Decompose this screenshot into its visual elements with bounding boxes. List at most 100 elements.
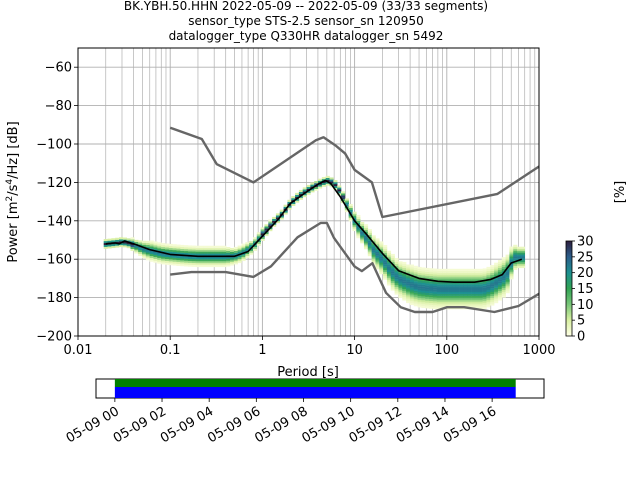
density-cell <box>153 254 158 257</box>
density-cell <box>367 234 372 238</box>
density-cell <box>467 297 472 300</box>
density-cell <box>195 257 200 260</box>
density-cell <box>180 258 185 261</box>
density-cell <box>440 270 445 273</box>
density-cell <box>390 269 395 272</box>
density-cell <box>467 305 472 308</box>
density-cell <box>375 259 380 262</box>
density-cell <box>520 258 526 261</box>
density-cell <box>402 277 407 280</box>
density-cell <box>474 299 480 302</box>
density-cell <box>394 257 399 261</box>
timeline-tick-label: 05-09 12 <box>347 404 405 446</box>
density-cell <box>199 253 204 256</box>
density-cell <box>432 268 437 271</box>
density-cell <box>379 268 384 271</box>
density-cell <box>291 198 296 201</box>
density-cell <box>459 268 464 271</box>
density-cell <box>199 247 204 250</box>
density-cell <box>214 261 219 264</box>
density-cell <box>237 249 242 252</box>
density-cell <box>517 262 522 265</box>
density-cell <box>451 282 457 285</box>
density-cell <box>425 269 430 272</box>
density-cell <box>187 256 193 260</box>
density-cell <box>367 240 372 243</box>
density-cell <box>478 295 483 298</box>
density-cell <box>341 193 346 196</box>
density-cell <box>291 203 296 206</box>
density-cell <box>180 256 185 259</box>
density-cell <box>429 268 434 271</box>
density-cell <box>375 244 380 247</box>
density-cell <box>467 286 472 289</box>
density-cell <box>482 299 487 302</box>
density-cell <box>341 191 346 194</box>
timeline-tick-label: 05-09 02 <box>111 404 169 446</box>
density-cell <box>138 244 143 247</box>
density-cell <box>455 291 460 294</box>
density-cell <box>494 297 499 300</box>
density-cell <box>180 264 185 267</box>
density-cell <box>394 290 399 293</box>
density-cell <box>256 236 261 239</box>
density-cell <box>386 269 392 273</box>
x-tick-label: 0.01 <box>64 343 93 358</box>
series-line-nlnm <box>170 221 540 314</box>
density-cell <box>436 284 441 287</box>
density-cell <box>444 297 449 300</box>
density-cell <box>409 281 415 284</box>
density-cell <box>145 240 150 243</box>
density-cell <box>497 281 503 284</box>
density-cell <box>180 248 185 251</box>
density-cell <box>421 301 426 305</box>
density-cell <box>360 229 365 232</box>
density-cell <box>180 246 185 249</box>
density-cell <box>486 282 491 285</box>
density-cell <box>329 177 334 180</box>
density-cell <box>409 301 415 304</box>
density-cell <box>486 293 491 296</box>
density-cell <box>490 265 495 268</box>
density-cell <box>130 239 135 242</box>
density-cell <box>191 249 196 252</box>
density-cell <box>375 242 380 245</box>
density-cell <box>482 304 487 307</box>
density-cell <box>486 299 491 302</box>
density-cell <box>145 258 150 261</box>
density-cell <box>379 270 384 273</box>
density-cell <box>490 266 495 270</box>
density-cell <box>149 246 154 249</box>
density-cell <box>471 282 476 285</box>
density-cell <box>356 216 361 220</box>
density-cell <box>111 245 116 249</box>
colorbar-tick-label: 20 <box>577 266 594 281</box>
density-cell <box>490 288 495 291</box>
title-line-3: datalogger_type Q330HR datalogger_sn 549… <box>169 29 444 43</box>
density-cell <box>348 207 353 210</box>
density-cell <box>218 249 223 252</box>
density-cell <box>130 248 135 251</box>
density-cell <box>207 251 212 254</box>
density-cell <box>482 272 487 275</box>
density-cell <box>490 282 495 285</box>
density-cell <box>222 261 227 264</box>
density-cell <box>432 299 437 302</box>
density-cell <box>432 281 437 285</box>
density-cell <box>402 263 407 266</box>
density-cell <box>149 244 154 247</box>
density-cell <box>283 210 288 213</box>
density-cell <box>394 273 399 276</box>
density-cell <box>172 259 177 262</box>
density-cell <box>471 305 476 308</box>
density-cell <box>406 272 411 275</box>
density-cell <box>478 297 483 300</box>
density-cell <box>478 291 483 294</box>
density-cell <box>409 283 415 286</box>
density-cell <box>214 249 219 252</box>
density-cell <box>486 284 491 287</box>
density-cell <box>348 205 353 209</box>
density-cell <box>383 266 388 269</box>
density-cell <box>352 225 357 228</box>
density-cell <box>509 273 514 276</box>
